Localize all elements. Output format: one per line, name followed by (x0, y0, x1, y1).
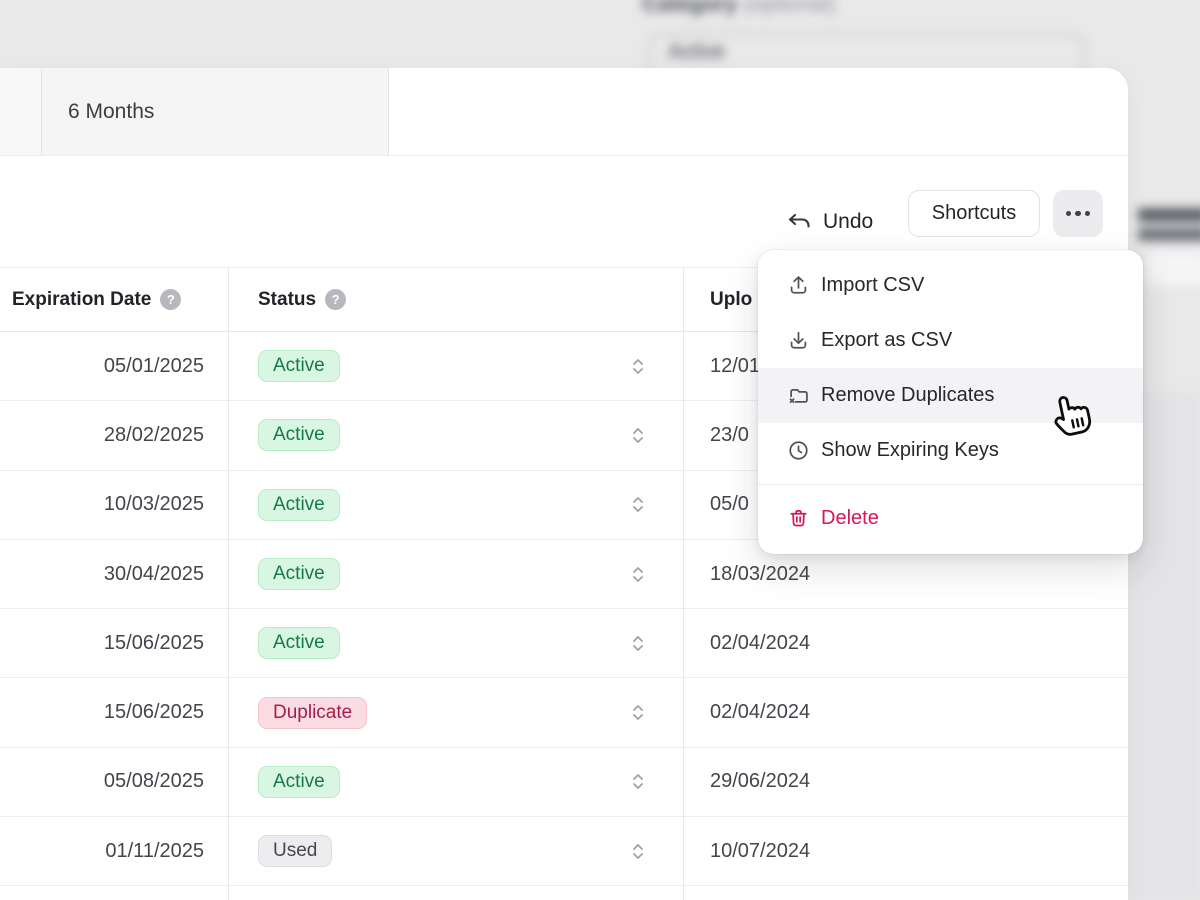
category-label: Category (optional) (642, 0, 836, 16)
upload-date-cell: 05/0 (710, 493, 749, 516)
tab-cell-empty (0, 68, 42, 155)
blurred-text-bar (1138, 228, 1200, 241)
chevron-updown-icon[interactable] (630, 842, 646, 861)
keys-table: Expiration Date ? Status ? Uplo 05/01/20… (0, 267, 1128, 900)
status-cell: Duplicate (229, 678, 684, 747)
category-value: Active (668, 40, 726, 63)
header-status: Status ? (229, 268, 684, 331)
header-expiration-date: Expiration Date ? (0, 268, 229, 331)
expiration-date-cell: 10/03/2025 (0, 470, 229, 539)
menu-item-export-csv[interactable]: Export as CSV (758, 313, 1143, 368)
table-header-row: Expiration Date ? Status ? Uplo (0, 267, 1128, 332)
status-badge: Active (258, 419, 340, 452)
upload-date-cell: 02/04/2024 (710, 631, 811, 654)
undo-icon (786, 211, 812, 234)
status-badge: Active (258, 627, 340, 660)
download-icon (786, 329, 810, 352)
help-icon[interactable]: ? (325, 289, 347, 310)
upload-icon (786, 274, 810, 297)
chevron-updown-icon[interactable] (630, 634, 646, 653)
undo-label: Undo (823, 210, 874, 233)
status-badge: Duplicate (258, 696, 368, 729)
chevron-updown-icon[interactable] (630, 565, 646, 584)
table-row: 15/06/2025 Duplicate 02/04/2024 (0, 678, 1128, 748)
status-cell: Active (229, 332, 684, 401)
expiration-date-cell: 28/02/2025 (0, 401, 229, 470)
status-cell: Active (229, 470, 684, 539)
blurred-card (1146, 252, 1200, 286)
trash-icon (786, 507, 810, 530)
upload-date-cell: 10/07/2024 (710, 839, 811, 862)
clock-icon (786, 439, 810, 462)
header-upload-date: Uplo (710, 288, 753, 310)
menu-item-label: Import CSV (821, 274, 925, 296)
expiration-date-cell: 15/06/2025 (0, 609, 229, 678)
more-options-button[interactable] (1053, 190, 1103, 237)
status-badge: Active (258, 488, 340, 521)
menu-item-label: Show Expiring Keys (821, 439, 999, 461)
expiration-date-cell: 05/01/2025 (0, 332, 229, 401)
remove-duplicates-icon (786, 384, 810, 407)
chevron-updown-icon[interactable] (630, 703, 646, 722)
menu-item-import-csv[interactable]: Import CSV (758, 258, 1143, 313)
status-cell: Used (229, 817, 684, 886)
expiration-date-cell: 01/11/2025 (0, 817, 229, 886)
menu-divider (758, 484, 1143, 485)
chevron-updown-icon[interactable] (630, 772, 646, 791)
cursor-pointer-icon (1042, 377, 1106, 447)
tab-6-months[interactable]: 6 Months (42, 68, 389, 155)
undo-button[interactable]: Undo (786, 200, 873, 244)
help-icon[interactable]: ? (160, 289, 182, 310)
table-row: 05/08/2025 Active 29/06/2024 (0, 747, 1128, 818)
menu-item-show-expiring-keys[interactable]: Show Expiring Keys (758, 423, 1143, 478)
upload-date-cell: 23/0 (710, 423, 749, 446)
status-badge: Active (258, 350, 340, 383)
menu-item-label: Remove Duplicates (821, 384, 995, 406)
upload-date-cell: 29/06/2024 (710, 770, 811, 793)
expiration-date-cell: 15/06/2025 (0, 678, 229, 747)
ellipsis-icon (1065, 210, 1091, 217)
status-badge: Active (258, 765, 340, 798)
status-cell: Active (229, 401, 684, 470)
table-row: 30/04/2025 Active 18/03/2024 (0, 539, 1128, 610)
table-row: 05/01/2025 Active 12/01 (0, 332, 1128, 402)
upload-date-cell: 02/04/2024 (710, 701, 811, 724)
table-row-partial (0, 886, 1128, 900)
expiration-date-cell: 30/04/2025 (0, 539, 229, 609)
status-cell: Active (229, 747, 684, 817)
blurred-text-bar (1138, 208, 1200, 222)
upload-date-cell: 18/03/2024 (710, 562, 811, 585)
status-cell: Active (229, 609, 684, 678)
chevron-updown-icon[interactable] (630, 495, 646, 514)
status-badge: Used (258, 835, 333, 868)
chevron-updown-icon[interactable] (630, 357, 646, 376)
table-row: 01/11/2025 Used 10/07/2024 (0, 817, 1128, 887)
table-row: 28/02/2025 Active 23/0 (0, 401, 1128, 471)
table-row: 10/03/2025 Active 05/0 (0, 470, 1128, 540)
table-row: 15/06/2025 Active 02/04/2024 (0, 609, 1128, 679)
upload-date-cell: 12/01 (710, 354, 761, 377)
menu-item-label: Delete (821, 507, 879, 529)
shortcuts-button[interactable]: Shortcuts (908, 190, 1040, 237)
menu-item-delete[interactable]: Delete (758, 491, 1143, 546)
more-options-menu: Import CSV Export as CSV Remove Duplicat… (758, 250, 1143, 554)
status-cell: Active (229, 539, 684, 609)
expiration-date-cell: 05/08/2025 (0, 747, 229, 817)
tab-row: 6 Months (0, 68, 1128, 156)
status-badge: Active (258, 558, 340, 591)
menu-item-label: Export as CSV (821, 329, 953, 351)
chevron-updown-icon[interactable] (630, 426, 646, 445)
